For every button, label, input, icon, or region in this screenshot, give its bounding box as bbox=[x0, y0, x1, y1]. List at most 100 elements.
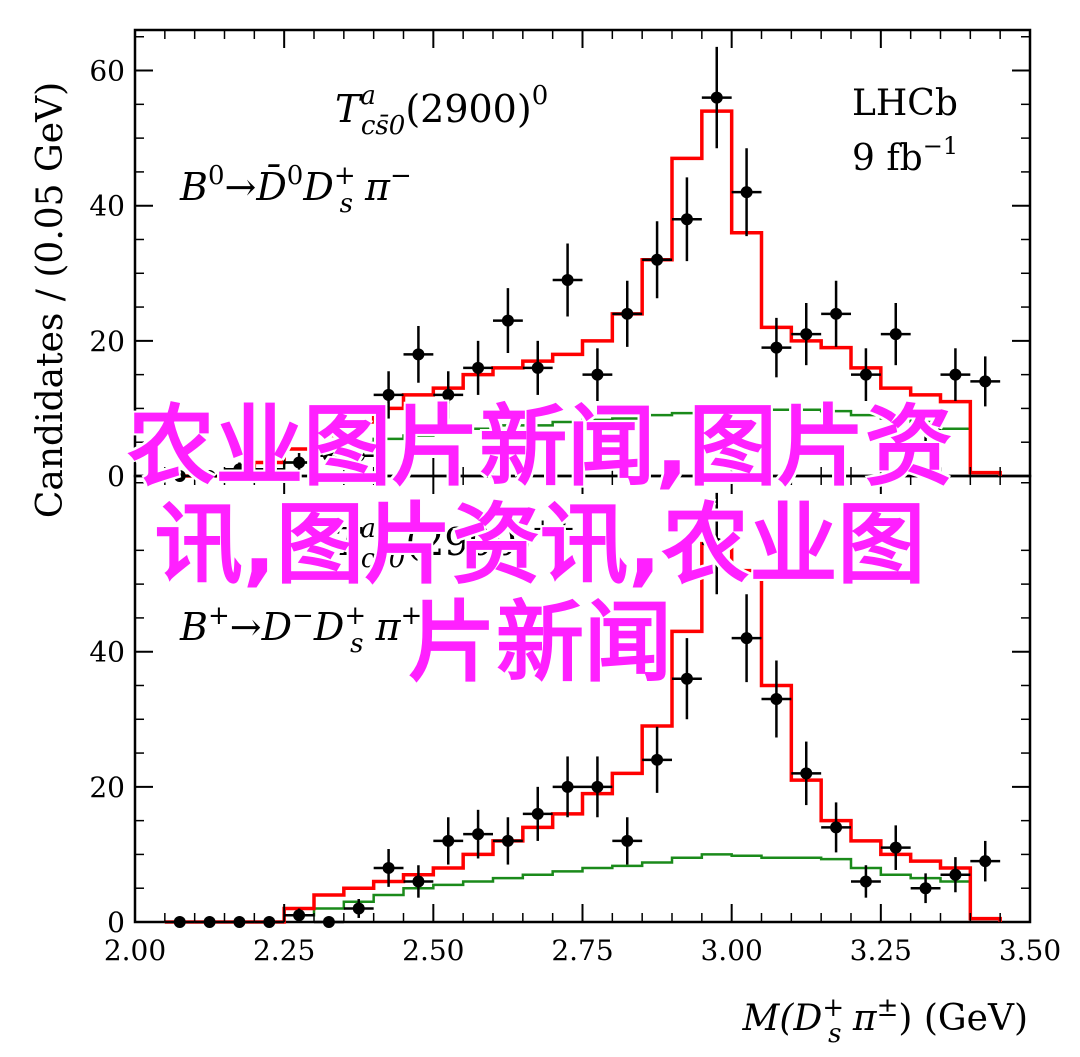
data-marker bbox=[889, 841, 902, 854]
data-marker bbox=[919, 422, 932, 435]
data-marker bbox=[352, 902, 365, 915]
y-axis-title: Candidates / (0.05 GeV) bbox=[30, 82, 71, 518]
data-marker bbox=[293, 456, 306, 469]
bottom-data-point bbox=[552, 756, 583, 818]
top-y-tick-label: 0 bbox=[107, 460, 125, 493]
top-data-point bbox=[463, 340, 493, 395]
bottom-data-point bbox=[343, 899, 374, 918]
data-marker bbox=[352, 449, 365, 462]
x-tick-label: 2.00 bbox=[104, 934, 166, 967]
bottom-data-point bbox=[373, 849, 404, 887]
data-marker bbox=[203, 916, 216, 928]
top-annotation: Ta cs̄0(2900)0 B0→D̄0D+ s π− bbox=[179, 81, 548, 219]
bottom-data-point bbox=[821, 802, 851, 853]
bottom-annotation: Ta cs̄0(2900)++ B+→D−D+ s π+ bbox=[179, 514, 575, 659]
bottom-y-tick-label: 20 bbox=[89, 771, 125, 804]
top-data-point bbox=[194, 470, 225, 482]
data-marker bbox=[680, 672, 693, 685]
x-tick-label: 2.75 bbox=[551, 934, 613, 967]
bottom-data-point bbox=[612, 817, 643, 865]
data-marker bbox=[173, 470, 186, 482]
data-marker bbox=[501, 314, 514, 327]
svg-text:B0→D̄0D+s π−: B0→D̄0D+ s π− bbox=[179, 161, 412, 219]
data-marker bbox=[979, 375, 992, 388]
top-data-point bbox=[970, 356, 1001, 407]
x-tick-label: 3.00 bbox=[700, 934, 762, 967]
data-marker bbox=[651, 753, 664, 766]
data-marker bbox=[233, 916, 246, 928]
top-data-point bbox=[224, 462, 255, 476]
data-marker bbox=[472, 828, 485, 841]
top-data-point bbox=[403, 325, 434, 383]
top-panel bbox=[164, 46, 1002, 482]
bottom-data-point bbox=[701, 492, 732, 595]
bottom-data-point bbox=[284, 908, 314, 922]
data-marker bbox=[621, 834, 634, 847]
x-tick-label: 3.25 bbox=[850, 934, 912, 967]
data-marker bbox=[740, 186, 753, 199]
top-data-point bbox=[851, 348, 881, 401]
top-data-point bbox=[642, 221, 672, 299]
top-total-fit-curve bbox=[164, 109, 1002, 478]
data-marker bbox=[472, 361, 485, 374]
bottom-data-point bbox=[164, 916, 195, 928]
data-marker bbox=[740, 632, 753, 645]
top-data-point bbox=[672, 177, 702, 262]
bottom-y-tick-label: 0 bbox=[107, 906, 125, 939]
data-marker bbox=[531, 807, 544, 820]
data-marker bbox=[412, 875, 425, 888]
bottom-data-point bbox=[761, 660, 792, 738]
data-marker bbox=[322, 449, 335, 462]
data-marker bbox=[382, 861, 395, 874]
top-data-point bbox=[164, 470, 195, 482]
data-marker bbox=[591, 368, 604, 381]
top-data-point bbox=[910, 411, 941, 447]
data-marker bbox=[710, 537, 723, 550]
bottom-data-point bbox=[582, 756, 613, 818]
bottom-y-tick-label: 40 bbox=[89, 636, 125, 669]
top-data-point bbox=[343, 444, 374, 468]
data-marker bbox=[830, 307, 843, 320]
data-marker bbox=[680, 213, 693, 226]
data-marker bbox=[263, 916, 276, 928]
top-data-point bbox=[493, 288, 523, 354]
bottom-data-point bbox=[463, 809, 493, 859]
data-marker bbox=[591, 780, 604, 793]
data-marker bbox=[382, 388, 395, 401]
data-marker bbox=[800, 328, 813, 341]
top-data-point bbox=[582, 348, 613, 401]
x-tick-label: 3.50 bbox=[999, 934, 1061, 967]
bottom-data-point bbox=[791, 741, 822, 806]
bottom-data-point bbox=[851, 865, 881, 898]
top-data-point bbox=[284, 453, 314, 472]
bottom-data-point bbox=[254, 916, 285, 928]
bottom-data-point bbox=[224, 916, 255, 928]
data-marker bbox=[412, 348, 425, 361]
data-marker bbox=[919, 882, 932, 895]
bottom-data-point bbox=[194, 916, 225, 928]
data-marker bbox=[979, 855, 992, 868]
bottom-panel bbox=[164, 492, 1002, 928]
top-data-point bbox=[821, 280, 851, 347]
data-marker bbox=[949, 868, 962, 881]
data-marker bbox=[263, 463, 276, 476]
data-marker bbox=[621, 307, 634, 320]
bottom-data-point bbox=[970, 840, 1001, 882]
top-y-tick-label: 40 bbox=[89, 190, 125, 223]
x-tick-label: 2.25 bbox=[253, 934, 315, 967]
bottom-total-fit-curve bbox=[164, 541, 1002, 924]
data-marker bbox=[859, 368, 872, 381]
bottom-data-point bbox=[522, 786, 553, 841]
top-data-point bbox=[791, 303, 822, 366]
data-marker bbox=[800, 767, 813, 780]
data-marker bbox=[710, 91, 723, 104]
data-marker bbox=[889, 328, 902, 341]
data-marker bbox=[442, 388, 455, 401]
data-marker bbox=[561, 274, 574, 287]
data-marker bbox=[322, 916, 335, 928]
top-data-point bbox=[731, 148, 762, 237]
data-marker bbox=[173, 916, 186, 928]
bottom-data-point bbox=[880, 825, 911, 870]
